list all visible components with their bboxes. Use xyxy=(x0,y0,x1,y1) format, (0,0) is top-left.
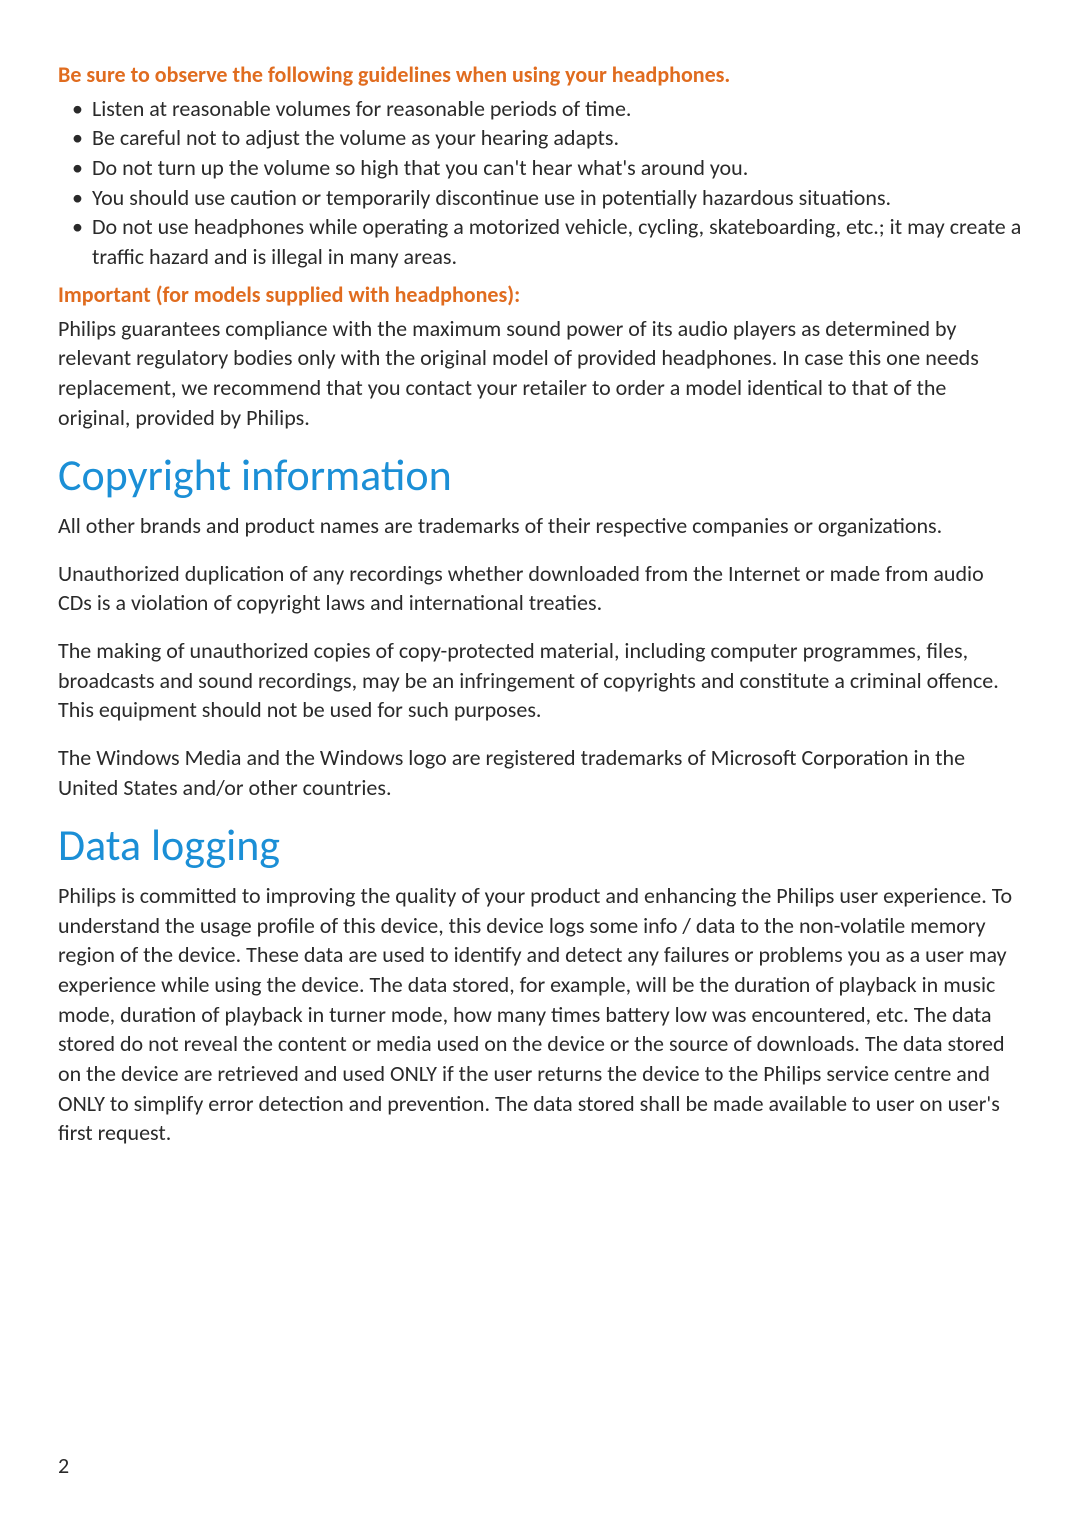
datalogging-body: Philips is committed to improving the qu… xyxy=(58,881,1022,1148)
copyright-p1: All other brands and product names are t… xyxy=(58,511,1022,541)
guidelines-list: Listen at reasonable volumes for reasona… xyxy=(58,94,1022,272)
list-item: Do not turn up the volume so high that y… xyxy=(58,153,1022,183)
list-item: Do not use headphones while operating a … xyxy=(58,212,1022,271)
important-body: Philips guarantees compliance with the m… xyxy=(58,314,1022,433)
guidelines-title: Be sure to observe the following guideli… xyxy=(58,60,1022,90)
list-item: You should use caution or temporarily di… xyxy=(58,183,1022,213)
document-page: Be sure to observe the following guideli… xyxy=(0,0,1080,1527)
datalogging-heading: Data logging xyxy=(58,820,1022,871)
copyright-p3: The making of unauthorized copies of cop… xyxy=(58,636,1022,725)
copyright-p2: Unauthorized duplication of any recordin… xyxy=(58,559,1022,618)
list-item: Listen at reasonable volumes for reasona… xyxy=(58,94,1022,124)
copyright-heading: Copyright information xyxy=(58,450,1022,501)
important-title: Important (for models supplied with head… xyxy=(58,280,1022,310)
copyright-p4: The Windows Media and the Windows logo a… xyxy=(58,743,1022,802)
list-item: Be careful not to adjust the volume as y… xyxy=(58,123,1022,153)
page-number: 2 xyxy=(58,1452,69,1479)
